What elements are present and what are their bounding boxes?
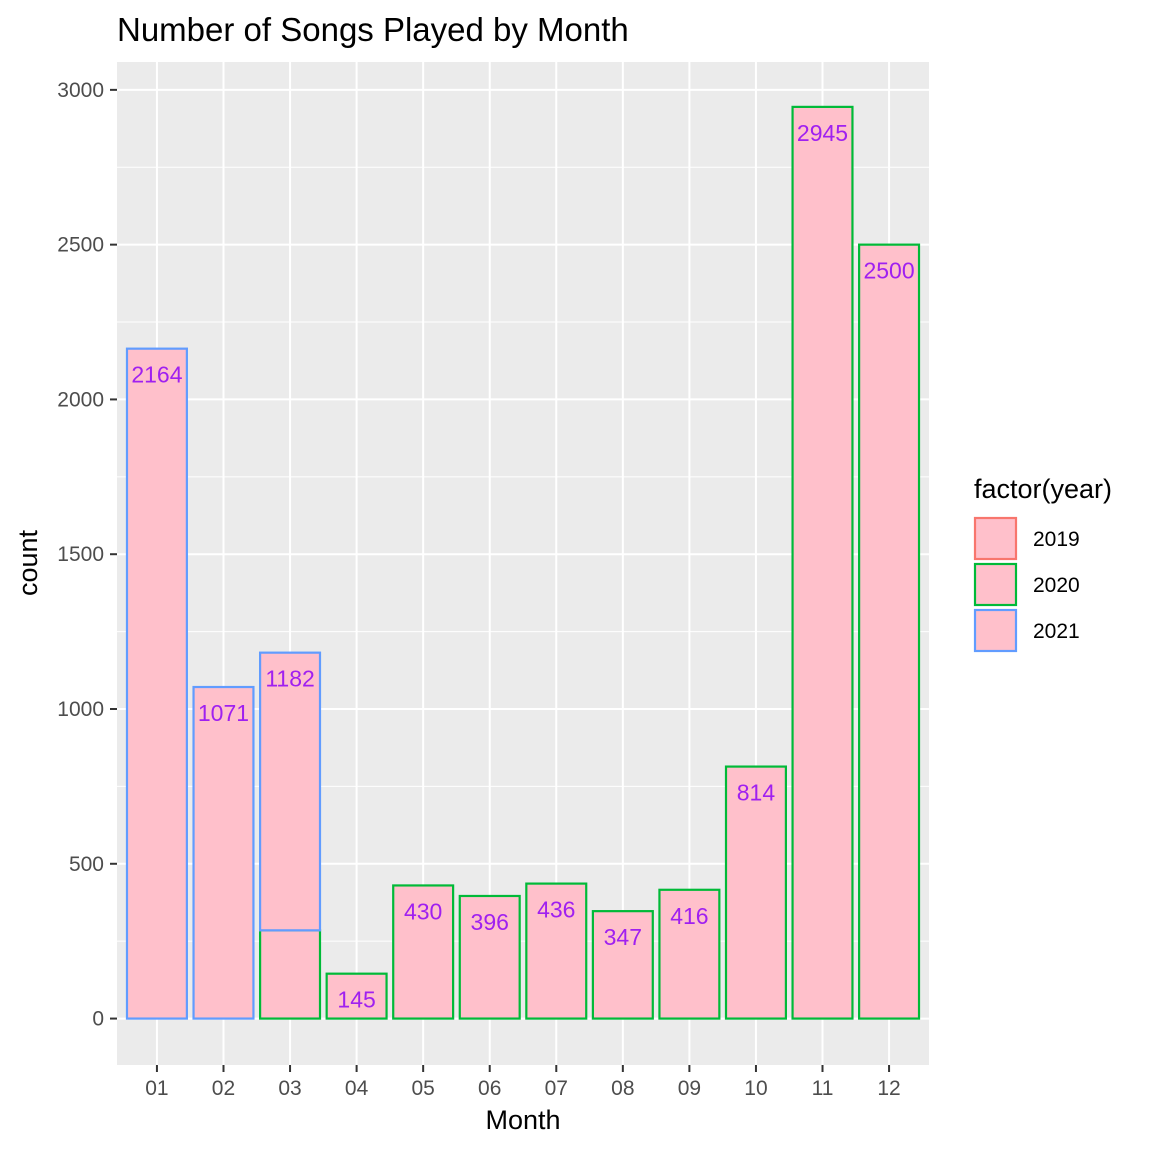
y-tick-label: 1500 — [57, 543, 104, 566]
bar-02-2021 — [192, 685, 255, 1020]
y-tick-label: 2500 — [57, 234, 104, 257]
y-axis-title: count — [13, 529, 43, 596]
x-tick-label-01: 01 — [145, 1077, 168, 1100]
legend-key-2019 — [973, 516, 1018, 561]
bar-12-2020 — [858, 243, 921, 1020]
legend-label-2021: 2021 — [1033, 620, 1080, 643]
x-tick-label-06: 06 — [478, 1077, 501, 1100]
x-tick-label-12: 12 — [877, 1077, 900, 1100]
bar-09-2020 — [658, 888, 721, 1020]
bar-label-11: 2945 — [797, 120, 848, 146]
bar-06-2020 — [458, 894, 521, 1020]
bar-10-2020 — [724, 765, 788, 1020]
bar-08-2020 — [591, 910, 654, 1020]
bar-label-10: 814 — [737, 780, 776, 806]
legend-label-2020: 2020 — [1033, 574, 1080, 597]
bar-label-07: 436 — [537, 897, 575, 923]
bar-07-2020 — [525, 882, 588, 1020]
bar-03-2021 — [258, 651, 322, 932]
bar-label-04: 145 — [337, 987, 375, 1013]
bar-label-12: 2500 — [863, 258, 914, 284]
legend-key-2020 — [973, 562, 1018, 607]
bar-11-2020 — [791, 105, 854, 1020]
bar-labels: 2164 1071 1182 145 430 396 436 347 416 814 2945 250… — [131, 120, 914, 1013]
bar-label-05: 430 — [404, 898, 442, 924]
bar-label-06: 396 — [471, 909, 509, 935]
legend-title: factor(year) — [974, 474, 1112, 504]
legend: factor(year) 2019 2020 2021 — [973, 474, 1112, 653]
x-axis-title: Month — [485, 1105, 560, 1135]
x-tick-label-05: 05 — [411, 1077, 434, 1100]
bar-label-08: 347 — [604, 924, 642, 950]
bar-label-01: 2164 — [131, 362, 182, 388]
legend-label-2019: 2019 — [1033, 528, 1080, 551]
y-tick-label: 500 — [69, 853, 104, 876]
x-tick-label-04: 04 — [345, 1077, 369, 1100]
bar-label-03: 1182 — [265, 666, 314, 692]
x-tick-label-11: 11 — [812, 1077, 834, 1100]
y-tick-label: 2000 — [57, 388, 104, 411]
bar-01-2021 — [125, 347, 188, 1020]
x-axis: 01 02 03 04 05 06 07 08 09 10 11 12 — [145, 1065, 901, 1100]
y-tick-label: 0 — [92, 1008, 104, 1031]
legend-key-2021 — [973, 608, 1018, 653]
y-tick-label: 1000 — [57, 698, 104, 721]
y-axis: 0 500 1000 1500 2000 2500 3000 — [57, 79, 117, 1031]
bar-label-09: 416 — [670, 903, 708, 929]
x-tick-label-08: 08 — [611, 1077, 634, 1100]
x-tick-label-10: 10 — [744, 1077, 767, 1100]
x-tick-label-03: 03 — [278, 1077, 301, 1100]
bar-05-2020 — [392, 884, 455, 1020]
y-tick-label: 3000 — [57, 79, 104, 102]
x-tick-label-09: 09 — [678, 1077, 701, 1100]
bars — [125, 105, 921, 1020]
chart-title: Number of Songs Played by Month — [117, 11, 629, 48]
x-tick-label-02: 02 — [212, 1077, 235, 1100]
bar-03-2020 — [258, 929, 322, 1020]
bar-04-2020 — [325, 972, 388, 1020]
bar-label-02: 1071 — [198, 700, 249, 726]
x-tick-label-07: 07 — [545, 1077, 568, 1100]
